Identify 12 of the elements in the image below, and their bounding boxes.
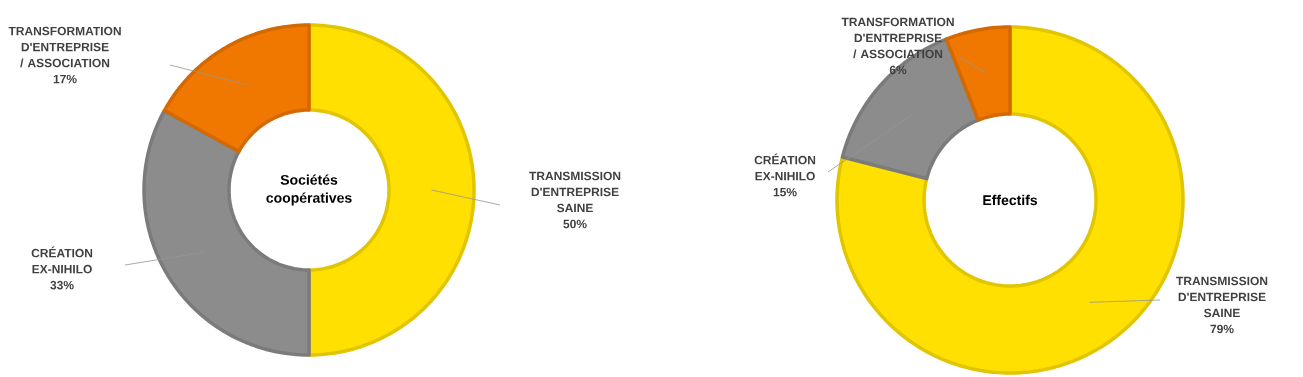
slice-label: TRANSMISSION D'ENTREPRISE SAINE [529,171,621,213]
data-label: 79% [1210,324,1234,334]
text: Sociétés coopératives [266,174,352,206]
slice-label: TRANSFORMATION D'ENTREPRISE / ASSOCIATION [8,26,121,68]
data-label: 50% [563,219,587,229]
data-label: 17% [53,74,77,84]
text: Effectifs [983,194,1038,206]
slice-label: CRÉATION EX-NIHILO [31,246,93,274]
data-label: 33% [50,280,74,290]
data-label: 15% [773,187,797,197]
slice-label: TRANSMISSION D'ENTREPRISE SAINE [1176,276,1268,318]
slice-label: CRÉATION EX-NIHILO [754,153,816,181]
